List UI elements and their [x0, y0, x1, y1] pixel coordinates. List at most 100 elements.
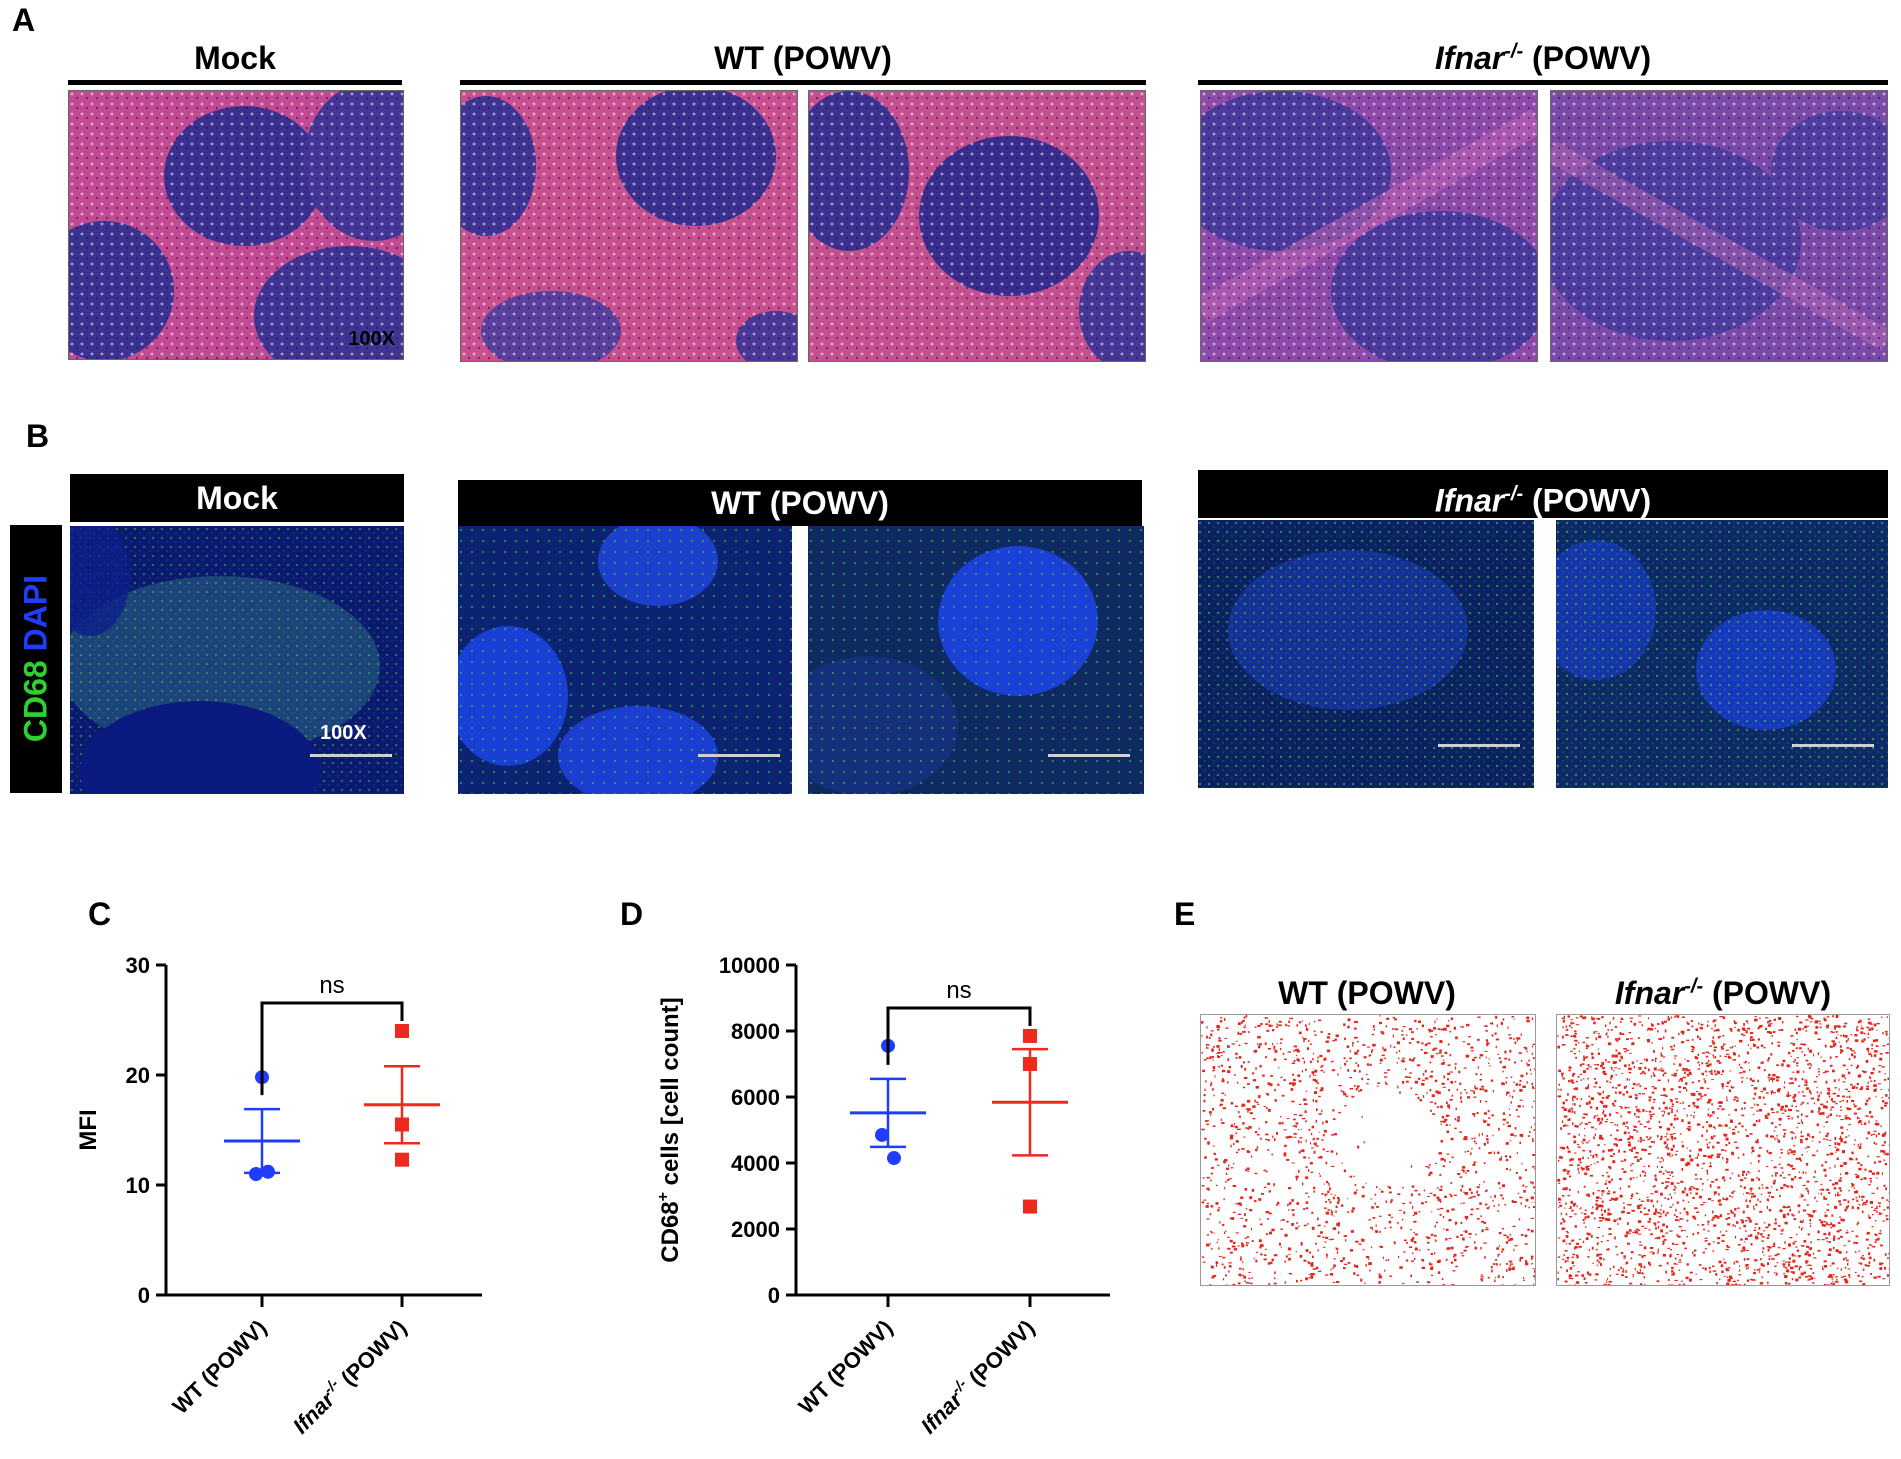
particle	[1722, 1197, 1724, 1200]
particle	[1615, 1038, 1618, 1041]
particle	[1636, 1108, 1640, 1112]
particle	[1618, 1083, 1621, 1086]
particle	[1876, 1029, 1878, 1031]
magnification-label-b: 100X	[320, 722, 367, 744]
particle	[1872, 1246, 1876, 1248]
particle	[1672, 1203, 1674, 1206]
particle	[1865, 1238, 1869, 1241]
particle	[1212, 1059, 1214, 1061]
particle	[1875, 1120, 1878, 1122]
particle	[1684, 1058, 1686, 1060]
particle	[1734, 1141, 1737, 1143]
particle	[1706, 1064, 1710, 1067]
particle	[1857, 1143, 1859, 1147]
particle	[1225, 1274, 1227, 1277]
particle	[1728, 1113, 1730, 1116]
particle	[1759, 1109, 1763, 1112]
particle	[1794, 1240, 1797, 1242]
particle	[1694, 1178, 1699, 1180]
particle	[1699, 1279, 1703, 1281]
particle	[1505, 1081, 1507, 1084]
particle	[1596, 1242, 1599, 1245]
particle	[1570, 1050, 1573, 1052]
particle	[1844, 1117, 1848, 1120]
particle	[1634, 1156, 1638, 1159]
particle	[1812, 1154, 1816, 1157]
particle	[1616, 1253, 1619, 1256]
particle	[1691, 1081, 1695, 1084]
particle	[1630, 1020, 1633, 1023]
particle	[1826, 1203, 1829, 1206]
particle	[1756, 1046, 1760, 1049]
particle	[1715, 1178, 1718, 1181]
particle	[1881, 1213, 1883, 1215]
particle	[1859, 1019, 1862, 1023]
particle	[1782, 1260, 1785, 1262]
particle	[1795, 1280, 1798, 1282]
group-title-mock-a: Mock	[194, 40, 276, 76]
particle	[1581, 1063, 1585, 1065]
particle	[1201, 1256, 1205, 1258]
particle	[1829, 1045, 1833, 1048]
particle	[1745, 1128, 1747, 1131]
particle	[1481, 1274, 1483, 1277]
particle	[1845, 1040, 1848, 1043]
particle	[1215, 1184, 1218, 1186]
particle	[1837, 1034, 1839, 1036]
particle	[1562, 1077, 1565, 1080]
particle	[1495, 1015, 1498, 1019]
particle	[1442, 1215, 1445, 1219]
particle	[1525, 1169, 1527, 1171]
particle	[1593, 1086, 1597, 1088]
particle	[1716, 1070, 1719, 1073]
particle	[1337, 1198, 1340, 1202]
particle	[1706, 1087, 1710, 1090]
particle	[1723, 1133, 1728, 1137]
particle	[1635, 1131, 1639, 1133]
particle	[1291, 1199, 1294, 1202]
particle	[1288, 1257, 1291, 1261]
particle	[1684, 1187, 1687, 1191]
particle	[1316, 1137, 1320, 1140]
particle	[1219, 1103, 1224, 1106]
particle	[1648, 1120, 1650, 1122]
particle	[1414, 1080, 1418, 1084]
particle	[1291, 1100, 1295, 1103]
particle	[1505, 1241, 1509, 1244]
particle	[1588, 1066, 1592, 1068]
particle	[1281, 1219, 1285, 1221]
particle	[1758, 1159, 1760, 1163]
particle	[1305, 1090, 1307, 1092]
particle	[1454, 1221, 1458, 1225]
particle	[1858, 1262, 1862, 1264]
particle	[1817, 1249, 1821, 1252]
particle	[1565, 1235, 1569, 1238]
particle	[1634, 1125, 1637, 1128]
particle	[1268, 1283, 1271, 1285]
particle	[1324, 1241, 1327, 1243]
particle	[1681, 1145, 1684, 1148]
particle	[1447, 1078, 1449, 1081]
particle	[1567, 1150, 1571, 1153]
particle	[1848, 1134, 1850, 1137]
particle	[1505, 1155, 1508, 1158]
particle	[1749, 1172, 1751, 1174]
particle	[1330, 1165, 1335, 1167]
particle	[1574, 1152, 1577, 1154]
particle	[1744, 1107, 1746, 1110]
particle	[1759, 1267, 1761, 1271]
particle	[1237, 1031, 1240, 1034]
particle	[1523, 1277, 1525, 1279]
particle	[1284, 1260, 1286, 1263]
particle	[1734, 1026, 1736, 1029]
particle	[1792, 1153, 1796, 1156]
particle	[1413, 1241, 1416, 1244]
particle	[1637, 1120, 1641, 1123]
particle	[1725, 1049, 1729, 1051]
particle	[1218, 1056, 1221, 1058]
particle	[1434, 1102, 1437, 1105]
particle	[1533, 1117, 1535, 1119]
particle	[1234, 1125, 1238, 1128]
particle	[1304, 1103, 1308, 1106]
particle	[1589, 1106, 1593, 1109]
